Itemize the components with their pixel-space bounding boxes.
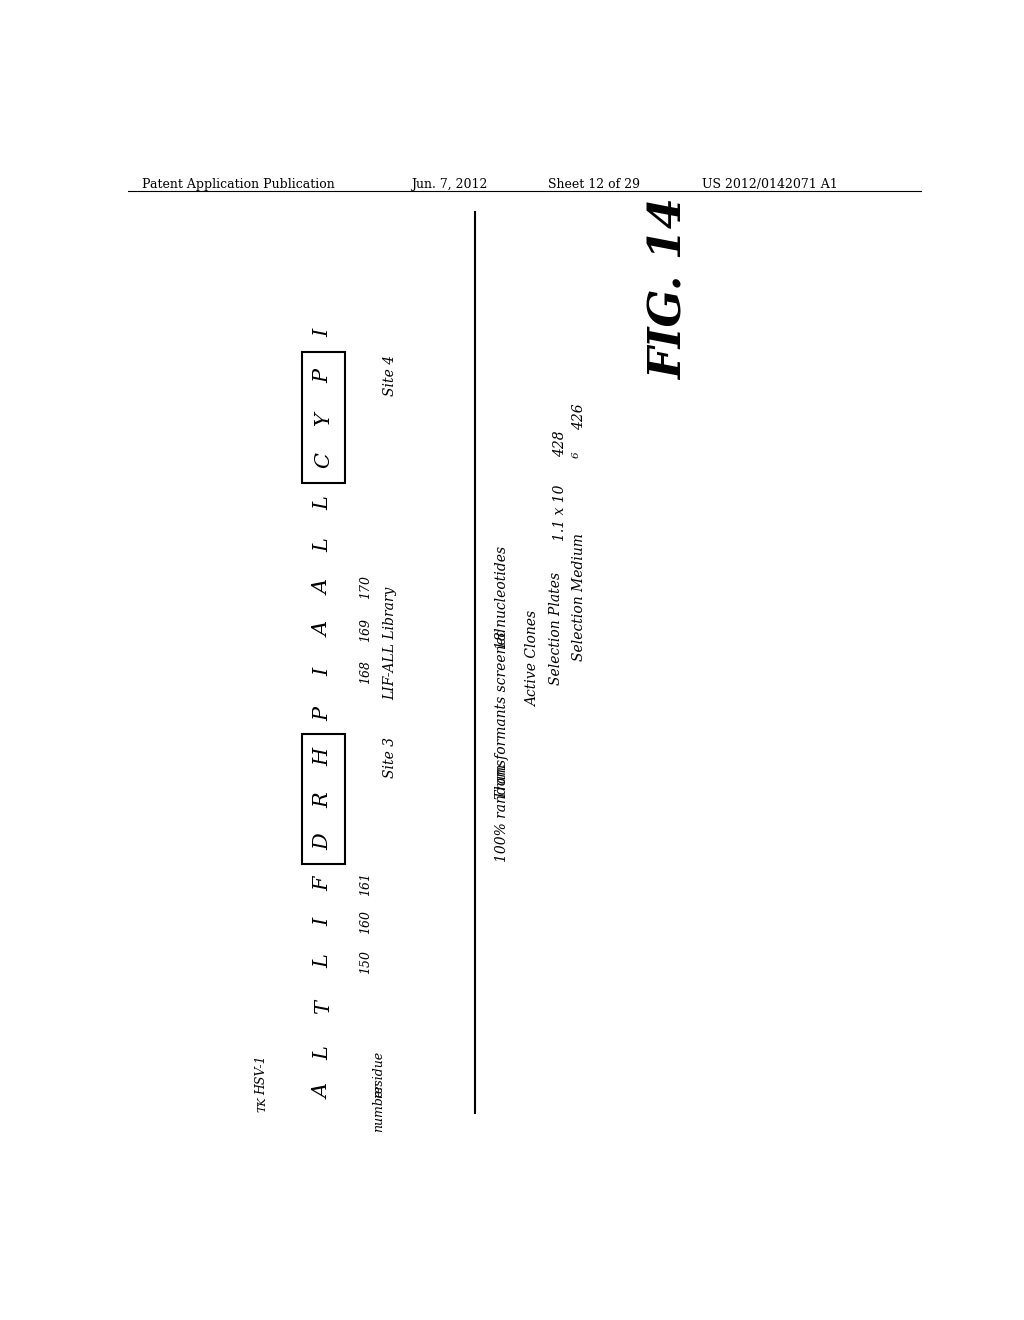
Text: C: C [313,453,333,469]
Text: 170: 170 [358,576,372,599]
Text: A: A [313,1084,333,1100]
Bar [302,352,345,483]
Text: 100% random: 100% random [495,764,509,862]
Text: L: L [313,954,333,969]
Text: Sheet 12 of 29: Sheet 12 of 29 [548,178,640,190]
Text: A: A [313,579,333,595]
Text: FIG. 14: FIG. 14 [649,198,692,380]
Text: 160: 160 [358,911,372,935]
Text: 428: 428 [553,430,566,457]
Text: L: L [313,539,333,552]
Text: L: L [313,1047,333,1060]
Text: F: F [313,876,333,891]
Text: 18 nucleotides: 18 nucleotides [495,545,509,649]
Text: Selection Medium: Selection Medium [572,533,586,661]
Text: number: number [372,1082,385,1131]
Text: Patent Application Publication: Patent Application Publication [142,178,335,190]
Text: 150: 150 [358,949,372,974]
Text: Jun. 7, 2012: Jun. 7, 2012 [411,178,487,190]
Text: D: D [313,833,333,850]
Text: P: P [313,368,333,383]
Text: 169: 169 [358,618,372,642]
Text: Site 3: Site 3 [383,737,397,777]
Text: HSV-1: HSV-1 [256,1055,268,1094]
Text: Active Clones: Active Clones [525,611,540,708]
Text: H: H [313,747,333,766]
Text: L: L [313,495,333,510]
Text: US 2012/0142071 A1: US 2012/0142071 A1 [701,178,838,190]
Text: 6: 6 [572,451,581,458]
Text: R: R [313,792,333,808]
Text: LIF-ALL Library: LIF-ALL Library [383,587,397,700]
Text: Site 4: Site 4 [383,355,397,396]
Text: residue: residue [372,1051,385,1098]
Text: I: I [313,668,333,676]
Text: 168: 168 [358,660,372,684]
Text: I: I [313,919,333,927]
Text: T: T [313,1001,333,1014]
Text: 1.1 x 10: 1.1 x 10 [553,484,566,541]
Text: P: P [313,708,333,721]
Text: Transformants screened: Transformants screened [495,627,509,799]
Text: A: A [313,622,333,638]
Text: 426: 426 [572,403,586,430]
Text: Y: Y [313,411,333,425]
Text: Selection Plates: Selection Plates [549,572,563,685]
Text: 161: 161 [358,871,372,896]
Bar [302,734,345,865]
Text: TK: TK [257,1096,267,1111]
Text: I: I [313,329,333,338]
